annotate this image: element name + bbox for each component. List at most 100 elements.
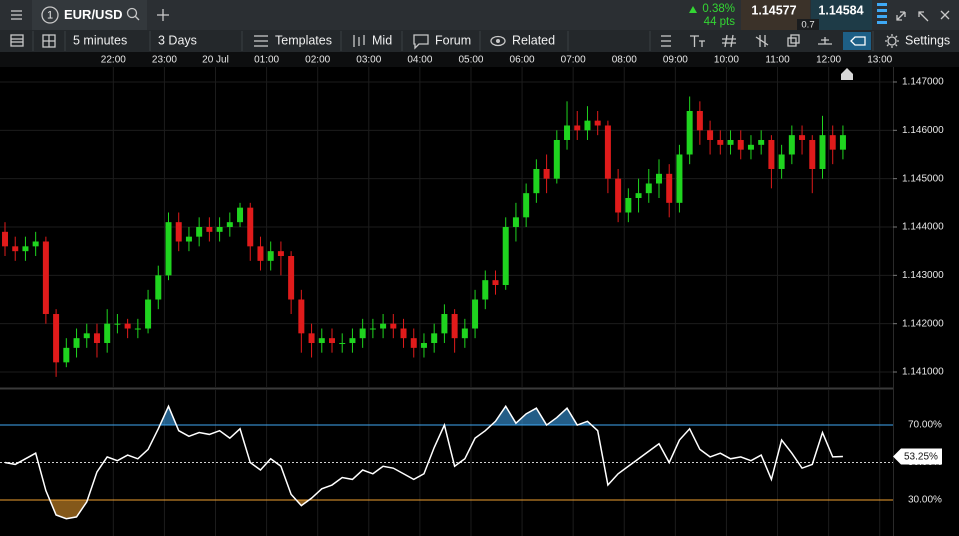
candle-body xyxy=(431,333,438,344)
candle-body xyxy=(175,222,182,242)
candle-body xyxy=(206,227,213,232)
templates-icon xyxy=(254,35,268,47)
grid-button[interactable] xyxy=(42,34,56,48)
candle-body xyxy=(778,154,785,169)
candle-body xyxy=(635,193,642,198)
candle-body xyxy=(237,207,244,223)
x-tick-label: 10:00 xyxy=(714,55,739,66)
instrument-symbol[interactable]: EUR/USD xyxy=(64,7,123,22)
x-tick-label: 22:00 xyxy=(101,55,126,66)
candle-body xyxy=(410,338,417,348)
candle-body xyxy=(104,323,111,344)
x-tick-label: 09:00 xyxy=(663,55,688,66)
candle-body xyxy=(788,135,795,155)
settings-button[interactable]: Settings xyxy=(905,33,950,47)
y-tick-label: 30.00% xyxy=(908,495,942,506)
candle-body xyxy=(226,222,233,227)
candle-body xyxy=(502,227,509,286)
candle-body xyxy=(329,338,336,344)
rsi-panel xyxy=(0,404,893,520)
candle-body xyxy=(472,299,479,329)
candle-body xyxy=(369,328,376,330)
menu-button[interactable] xyxy=(11,10,22,20)
candle-body xyxy=(645,183,652,194)
candle-body xyxy=(53,314,60,363)
price-panel xyxy=(2,96,846,377)
x-tick-label: 01:00 xyxy=(254,55,279,66)
x-tick-label: 20 Jul xyxy=(202,55,229,66)
search-button[interactable] xyxy=(126,7,140,21)
interval-selector[interactable]: 5 minutes xyxy=(73,33,127,47)
chart-tool-buttons[interactable] xyxy=(661,32,871,50)
candle-body xyxy=(768,139,775,169)
forum-button[interactable]: Forum xyxy=(435,33,471,47)
candle-body xyxy=(655,173,662,184)
candle-body xyxy=(737,139,744,150)
candle-body xyxy=(420,343,427,348)
x-tick-label: 23:00 xyxy=(152,55,177,66)
candle-body xyxy=(441,314,448,334)
tab-number-badge xyxy=(41,6,59,24)
candle-body xyxy=(533,168,540,194)
x-tick-label: 12:00 xyxy=(816,55,841,66)
candle-body xyxy=(165,222,172,276)
candle-body xyxy=(553,139,560,179)
y-tick-label: 1.141000 xyxy=(902,367,944,378)
candle-body xyxy=(216,227,223,232)
candle-body xyxy=(696,110,703,131)
layout-button[interactable] xyxy=(10,34,24,47)
candle-body xyxy=(461,328,468,339)
change-percent: 0.38% xyxy=(702,3,735,15)
x-tick-label: 07:00 xyxy=(561,55,586,66)
candle-body xyxy=(717,139,724,145)
buy-button[interactable] xyxy=(811,0,872,30)
candle-body xyxy=(134,328,141,330)
range-selector[interactable]: 3 Days xyxy=(158,33,197,47)
candle-body xyxy=(799,135,806,140)
candle-body xyxy=(32,241,39,247)
x-tick-label: 11:00 xyxy=(765,55,790,66)
candle-body xyxy=(512,217,519,227)
toolbar-icons xyxy=(32,31,874,51)
spread: 0.7 xyxy=(801,20,814,31)
candle-body xyxy=(564,125,571,140)
candle-body xyxy=(145,299,152,329)
current-value-label: 53.25% xyxy=(904,452,938,463)
related-icon xyxy=(490,35,506,47)
candle-body xyxy=(625,197,632,213)
candle-body xyxy=(22,246,29,252)
plot-background xyxy=(0,67,893,536)
candle-body xyxy=(451,314,458,339)
candle-body xyxy=(339,343,346,345)
candle-body xyxy=(594,120,601,126)
candle-body xyxy=(523,193,530,218)
candle-body xyxy=(288,256,295,300)
y-tick-label: 1.145000 xyxy=(902,173,944,184)
candle-body xyxy=(390,323,397,329)
axis-labels: 22:00 23:00 20 Jul 01:00 02:00 03:00 04:00 05:0… xyxy=(101,55,944,506)
templates-button[interactable]: Templates xyxy=(275,33,332,47)
candle-body xyxy=(12,246,19,252)
candle-body xyxy=(482,280,489,300)
candle-body xyxy=(574,125,581,131)
candle-body xyxy=(686,110,693,155)
candle-body xyxy=(63,347,70,363)
add-tab-button[interactable] xyxy=(157,9,169,21)
ask-price: 1.14584 xyxy=(818,3,863,17)
candle-body xyxy=(277,251,284,257)
window-controls[interactable] xyxy=(877,3,950,24)
scroll-to-latest[interactable] xyxy=(841,68,853,80)
spread-box xyxy=(797,19,819,30)
candle-body xyxy=(155,275,162,300)
forum-icon xyxy=(413,34,429,50)
price-type-selector[interactable]: Mid xyxy=(372,33,392,47)
x-tick-label: 05:00 xyxy=(458,55,483,66)
candle-body xyxy=(359,328,366,339)
settings-icon xyxy=(885,34,899,48)
related-button[interactable]: Related xyxy=(512,33,555,47)
time-axis xyxy=(0,52,959,67)
price-type-icon xyxy=(353,35,365,47)
x-tick-label: 03:00 xyxy=(356,55,381,66)
candle-body xyxy=(298,299,305,334)
